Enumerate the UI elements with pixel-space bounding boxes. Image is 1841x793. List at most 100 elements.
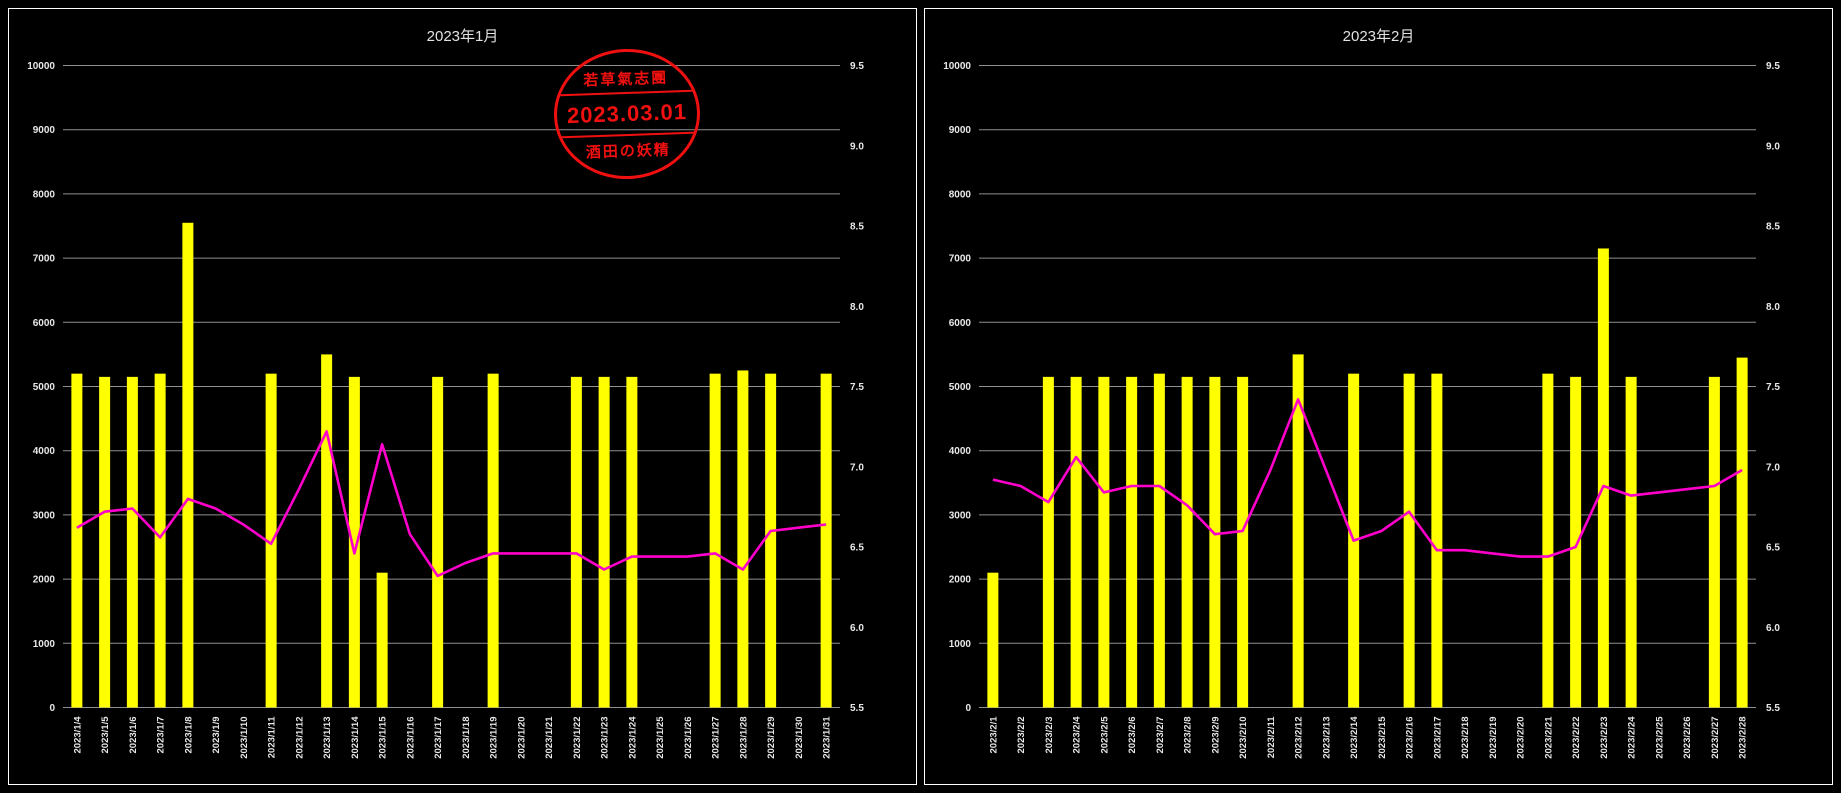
x-axis-tick-label: 2023/1/15 [378,716,389,759]
left-axis-tick-label: 0 [965,703,971,714]
bar [487,373,499,708]
left-axis-tick-label: 10000 [27,61,55,72]
x-axis-tick-label: 2023/2/2 [1016,717,1027,754]
x-axis-tick-label: 2023/1/18 [461,717,472,759]
stamp-date: 2023.03.01 [556,89,698,138]
x-axis-tick-label: 2023/1/10 [239,717,250,759]
bar [1542,373,1554,708]
bar [1431,373,1443,708]
x-axis-tick-label: 2023/1/26 [683,717,694,759]
left-axis-tick-label: 6000 [33,318,56,329]
x-axis-tick-label: 2023/2/10 [1238,717,1249,759]
x-axis-tick-label: 2023/1/9 [211,717,222,754]
x-axis-tick-label: 2023/2/4 [1072,716,1083,754]
right-axis-tick-label: 8.0 [1766,302,1780,313]
bar [626,376,638,708]
bar [570,376,582,708]
x-axis-tick-label: 2023/1/25 [655,716,666,759]
x-axis-tick-label: 2023/2/23 [1599,717,1610,759]
left-axis-tick-label: 3000 [33,510,56,521]
x-axis-tick-label: 2023/2/15 [1377,716,1388,759]
left-axis-tick-label: 2000 [33,575,56,586]
x-axis-tick-label: 2023/1/7 [156,717,167,754]
bar [1292,354,1304,708]
right-axis-tick-label: 9.0 [1766,141,1780,152]
left-axis-tick-label: 3000 [949,510,972,521]
x-axis-tick-label: 2023/1/4 [72,716,83,754]
x-axis-tick-label: 2023/2/16 [1405,717,1416,759]
x-axis-tick-label: 2023/1/22 [572,717,583,759]
right-axis-tick-label: 7.5 [1766,382,1780,393]
chart-title-january: 2023年1月 [426,28,499,45]
right-axis-tick-label: 7.0 [850,462,864,473]
left-axis-tick-label: 6000 [949,318,972,329]
left-axis-tick-label: 2000 [949,575,972,586]
left-axis-tick-label: 5000 [33,382,56,393]
bar [987,572,999,708]
x-axis-tick-label: 2023/2/12 [1294,717,1305,759]
x-axis-tick-label: 2023/1/21 [544,716,555,759]
x-axis-tick-label: 2023/2/17 [1432,717,1443,759]
x-axis-tick-label: 2023/2/18 [1460,717,1471,759]
x-axis-tick-label: 2023/2/26 [1682,717,1693,759]
right-axis-tick-label: 6.0 [1766,623,1780,634]
bar [1597,248,1609,708]
left-axis-tick-label: 7000 [33,254,56,265]
right-axis-tick-label: 8.0 [850,302,864,313]
chart-canvas-january: 0 1000 2000 3000 4000 5000 6000 7000 8000 9000 100… [27,61,864,759]
x-axis-tick-label: 2023/2/28 [1738,717,1749,759]
left-axis-tick-label: 4000 [33,446,56,457]
x-axis-tick-label: 2023/1/29 [766,717,777,759]
bar [1708,376,1720,708]
x-axis-tick-label: 2023/1/16 [405,717,416,759]
bar [265,373,277,708]
bar [1403,373,1415,708]
bar [99,376,111,708]
x-axis-tick-label: 2023/1/31 [822,716,833,759]
right-axis-tick-label: 9.5 [1766,61,1780,72]
bar [321,354,333,708]
chart-panel-february: 2023年2月 0 1000 2000 3000 4000 5000 6000 7000 800… [924,8,1833,785]
bar [1570,376,1582,708]
bar [820,373,832,708]
left-axis-tick-label: 9000 [33,125,56,136]
right-axis-tick-label: 6.5 [850,543,864,554]
left-axis-tick-label: 4000 [949,446,972,457]
bar [71,373,83,708]
x-axis-tick-label: 2023/2/25 [1654,716,1665,759]
x-axis-tick-label: 2023/2/13 [1321,717,1332,759]
x-axis-tick-label: 2023/2/9 [1210,717,1221,754]
x-axis-tick-label: 2023/2/21 [1543,716,1554,759]
bar [182,222,194,708]
x-axis-tick-label: 2023/1/5 [100,716,111,754]
x-axis-tick-label: 2023/1/14 [350,716,361,759]
left-axis-tick-label: 1000 [949,639,972,650]
x-axis-tick-label: 2023/1/8 [183,717,194,754]
x-axis-tick-label: 2023/2/6 [1127,717,1138,754]
right-axis-tick-label: 5.5 [850,703,864,714]
x-axis-tick-label: 2023/1/17 [433,717,444,759]
x-axis-tick-label: 2023/1/6 [128,717,139,754]
left-axis-tick-label: 9000 [949,125,972,136]
chart-panel-january: 2023年1月 0 1000 2000 3000 4000 5000 6000 7000 800… [8,8,917,785]
right-axis-tick-label: 6.0 [850,623,864,634]
x-axis-tick-label: 2023/2/3 [1044,717,1055,754]
x-axis-tick-label: 2023/1/30 [794,717,805,759]
right-axis-tick-label: 7.5 [850,382,864,393]
bar [737,370,749,708]
bar [1070,376,1082,708]
bar [765,373,777,708]
right-axis-tick-label: 6.5 [1766,543,1780,554]
bar [1625,376,1637,708]
left-axis-tick-label: 1000 [33,639,56,650]
bar [1098,376,1110,708]
bar [1181,376,1193,708]
right-axis-tick-label: 5.5 [1766,703,1780,714]
chart-title-february: 2023年2月 [1342,28,1415,45]
left-axis-tick-label: 8000 [949,189,972,200]
x-axis-tick-label: 2023/1/20 [516,717,527,759]
x-axis-tick-label: 2023/1/19 [489,717,500,759]
x-axis-tick-label: 2023/2/7 [1155,717,1166,754]
x-axis-tick-label: 2023/1/24 [627,716,638,759]
